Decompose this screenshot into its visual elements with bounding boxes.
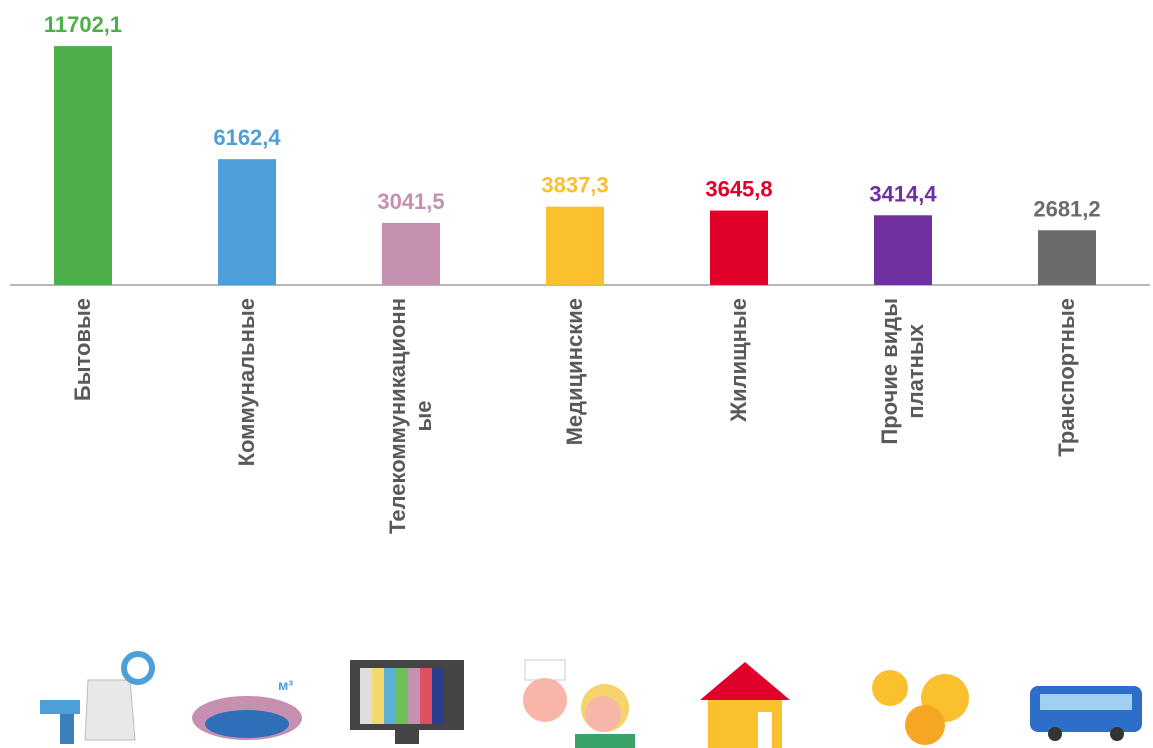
icon-nurse — [523, 678, 567, 722]
icon-shirt — [575, 734, 635, 748]
bar — [218, 159, 276, 285]
bar — [710, 211, 768, 285]
bar — [546, 207, 604, 285]
value-label: 3837,3 — [541, 173, 608, 198]
icon-tv-stand — [395, 730, 419, 744]
x-tick-label: Коммунальные — [234, 298, 260, 466]
icon-bus-window — [1040, 694, 1132, 710]
value-label: 2681,2 — [1033, 196, 1100, 221]
icon-coin — [905, 705, 945, 745]
icon-coin — [872, 670, 908, 706]
icons: м³ — [40, 654, 1142, 748]
icon-roof — [700, 662, 790, 700]
value-label: 3414,4 — [869, 181, 937, 206]
icon-wheel — [1110, 727, 1124, 741]
icon-cap — [525, 660, 565, 680]
icon-tv-bar — [372, 668, 384, 724]
icon-drill-handle — [60, 714, 74, 744]
icon-tv-bar — [396, 668, 408, 724]
x-tick-label: Прочие виды платных — [877, 298, 929, 445]
x-tick-label: Транспортные — [1054, 298, 1080, 457]
icon-tv-bar — [360, 668, 372, 724]
bar — [382, 223, 440, 285]
icon-kettle — [85, 680, 135, 740]
x-tick-label: Бытовые — [70, 298, 96, 401]
value-label: 3041,5 — [377, 189, 444, 214]
bar — [1038, 230, 1096, 285]
x-tick-label: Телекоммуникационн ые — [385, 298, 437, 534]
icon-gear — [124, 654, 152, 682]
icon-tv-bar — [408, 668, 420, 724]
icon-tv-bar — [384, 668, 396, 724]
bar — [874, 215, 932, 285]
icon-tv-bar — [420, 668, 432, 724]
page: м³ 11702,1 6162,4 3041,5 3837,3 3645,8 3414,4… — [0, 0, 1153, 748]
icon-boy — [585, 696, 621, 732]
value-label: 11702,1 — [44, 12, 122, 37]
icon-tv-bar — [432, 668, 444, 724]
icon-m3: м³ — [278, 677, 293, 693]
x-tick-label: Медицинские — [562, 298, 588, 445]
icon-flame — [205, 710, 289, 738]
x-tick-label: Жилищные — [726, 298, 752, 422]
value-label: 3645,8 — [705, 177, 772, 202]
value-label: 6162,4 — [213, 125, 281, 150]
bar — [54, 46, 112, 285]
icon-wheel — [1048, 727, 1062, 741]
icon-drill — [40, 700, 80, 714]
icon-door — [758, 712, 772, 748]
